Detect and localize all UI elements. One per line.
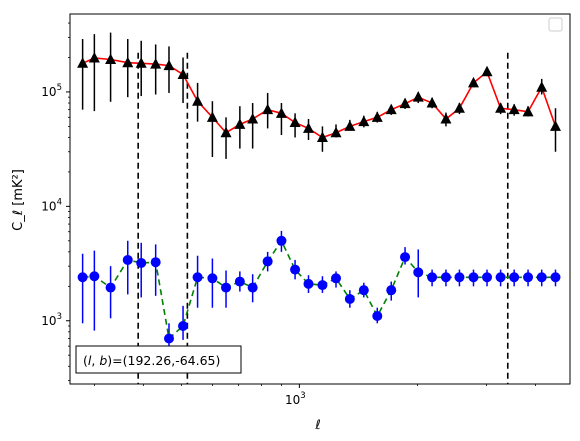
triangle-marker	[234, 118, 246, 129]
circle-marker	[536, 272, 547, 283]
triangle-marker	[220, 126, 232, 138]
circle-marker	[372, 311, 383, 322]
triangle-marker	[481, 65, 493, 77]
circle-marker	[178, 320, 189, 331]
circle-marker	[427, 272, 438, 283]
circle-marker	[221, 282, 232, 293]
circle-marker	[89, 271, 100, 282]
circle-marker	[454, 272, 465, 283]
triangle-marker	[440, 113, 452, 124]
triangle-marker	[316, 131, 328, 142]
circle-marker	[523, 272, 534, 283]
triangle-marker	[247, 113, 259, 124]
circle-marker	[77, 272, 88, 283]
triangle-marker	[135, 57, 147, 68]
plot-clipped-group	[77, 32, 561, 384]
circle-marker	[276, 235, 287, 246]
circle-marker	[290, 264, 301, 275]
circle-marker	[163, 333, 174, 344]
axis-ticks: 103 104 105 103	[41, 22, 536, 407]
triangle-marker	[495, 102, 507, 113]
annotation-box: (l, b)=(192.26,-64.65)	[75, 345, 242, 374]
triangle-marker	[163, 59, 175, 71]
circle-marker	[234, 276, 245, 287]
circle-marker	[122, 254, 133, 265]
x-axis-label: ℓ	[314, 418, 320, 433]
triangle-marker	[105, 53, 117, 65]
circle-marker	[400, 252, 411, 263]
triangle-marker	[330, 126, 342, 138]
triangle-marker	[206, 111, 218, 122]
circle-marker	[207, 273, 218, 284]
y-tick-label: 103	[41, 312, 62, 328]
circle-marker	[344, 293, 355, 304]
triangle-marker	[275, 107, 287, 118]
circle-marker	[150, 257, 161, 268]
circle-marker	[105, 282, 116, 293]
triangle-marker	[177, 68, 189, 80]
plot-area	[77, 32, 561, 384]
circle-marker	[317, 280, 328, 291]
axes-frame	[69, 13, 571, 385]
triangle-marker	[88, 51, 100, 63]
circle-marker	[495, 272, 506, 283]
triangle-marker	[289, 116, 301, 128]
x-tick-label: 103	[285, 391, 306, 407]
circle-marker	[509, 272, 520, 283]
y-axis-label: C_ℓ [mK²]	[11, 169, 26, 231]
triangle-marker	[371, 111, 383, 122]
y-tick-label: 104	[41, 197, 62, 213]
circle-marker	[482, 272, 493, 283]
triangle-marker	[344, 120, 356, 131]
triangle-marker	[522, 105, 534, 117]
triangle-marker	[399, 97, 411, 109]
circle-marker	[331, 273, 342, 284]
circle-marker	[247, 282, 258, 293]
triangle-marker	[549, 120, 561, 131]
triangle-marker	[385, 103, 397, 115]
axes-border	[69, 13, 571, 385]
circle-marker	[386, 285, 397, 296]
y-tick-label: 105	[41, 83, 62, 99]
circle-marker	[136, 257, 147, 268]
triangle-marker	[302, 122, 314, 133]
triangle-marker	[426, 97, 438, 108]
triangle-marker	[192, 95, 204, 106]
circle-marker	[413, 267, 424, 278]
triangle-marker	[150, 58, 162, 69]
circle-marker	[262, 256, 273, 267]
circle-marker	[303, 278, 314, 289]
legend-box	[548, 17, 563, 32]
triangle-marker	[412, 91, 424, 102]
triangle-marker	[453, 102, 465, 113]
circle-marker	[440, 272, 451, 283]
circle-marker	[358, 285, 369, 296]
annotation-text: (l, b)=(192.26,-64.65)	[83, 353, 220, 368]
triangle-marker	[536, 81, 548, 92]
triangle-marker	[77, 57, 89, 68]
circle-marker	[192, 272, 203, 283]
triangle-marker	[122, 56, 134, 68]
triangle-marker	[358, 115, 370, 127]
circle-marker	[550, 272, 561, 283]
triangle-marker	[467, 76, 479, 88]
triangle-marker	[508, 103, 520, 115]
triangle-marker	[262, 103, 274, 115]
circle-marker	[468, 272, 479, 283]
